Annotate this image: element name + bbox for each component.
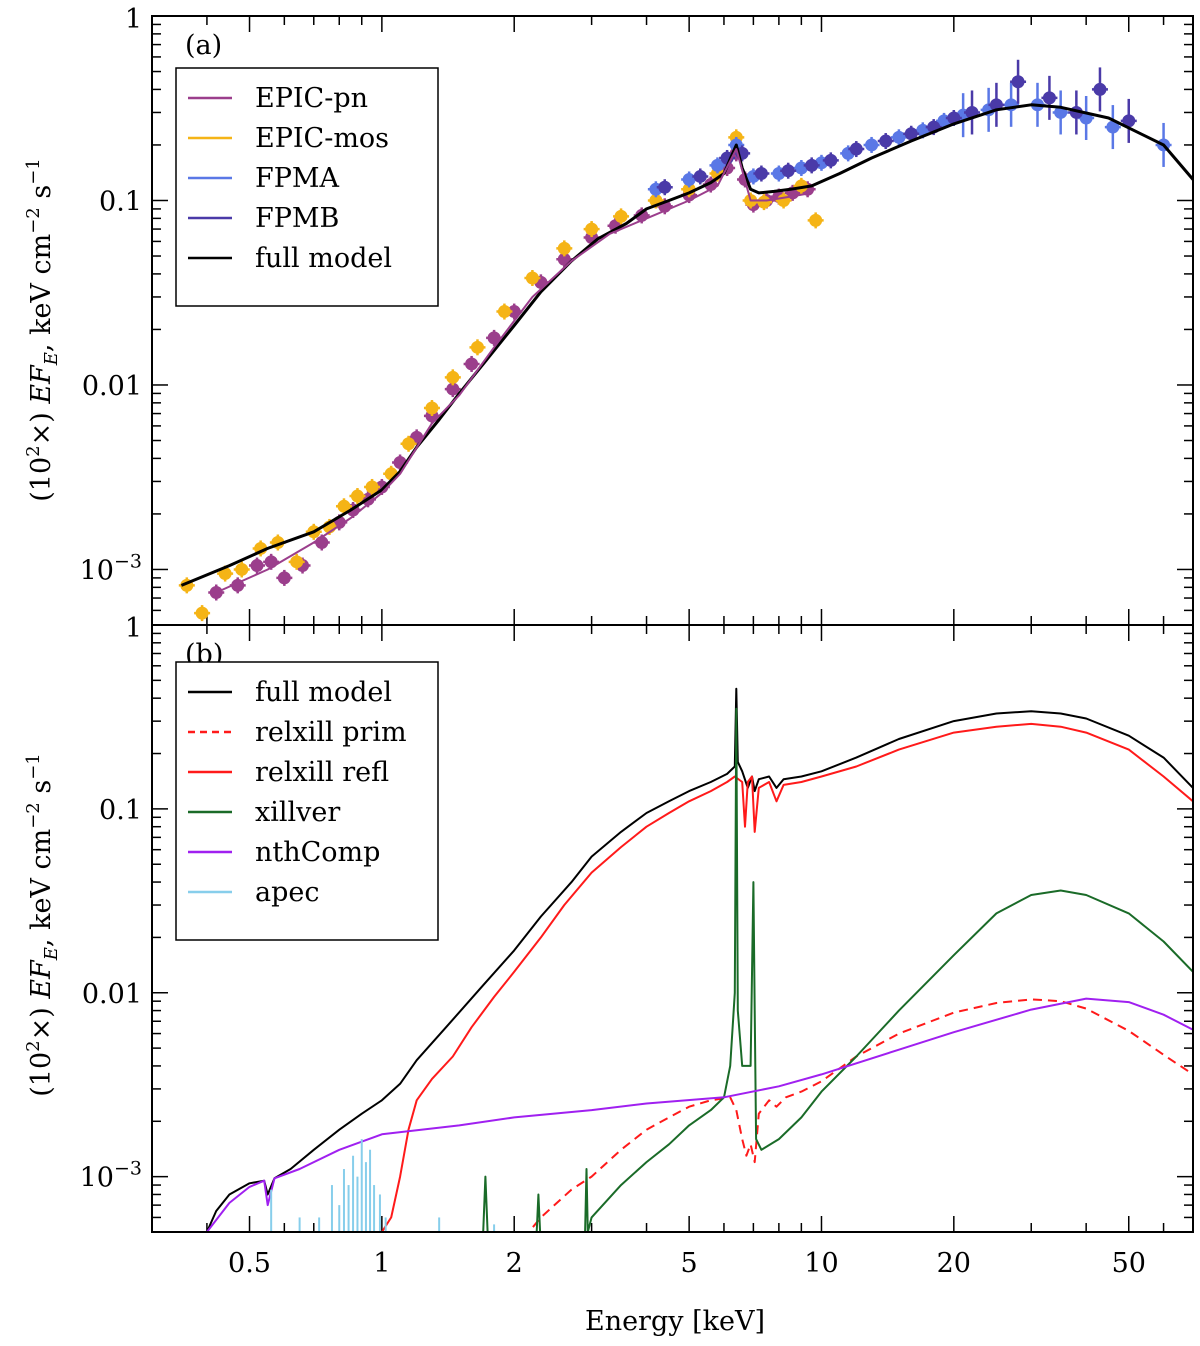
data-point: [892, 130, 906, 144]
x-axis-ticks: [151, 625, 1194, 1232]
data-point: [824, 153, 838, 167]
y-tick-label: 0.01: [82, 371, 142, 402]
data-point: [497, 305, 511, 319]
data-point: [470, 340, 484, 354]
data-point: [557, 252, 571, 266]
data-point: [1042, 91, 1056, 105]
data-point: [658, 180, 672, 194]
data-point: [805, 158, 819, 172]
x-tick-label: 5: [681, 1248, 698, 1279]
legend-label: relxill prim: [255, 717, 407, 748]
data-point: [781, 164, 795, 178]
x-tick-label: 10: [804, 1248, 838, 1279]
x-tick-label: 50: [1112, 1248, 1146, 1279]
data-point: [1106, 120, 1120, 134]
data-point: [507, 305, 521, 319]
legend-box: [175, 67, 439, 307]
data-point: [195, 606, 209, 620]
x-axis-ticks: [151, 16, 1194, 625]
legend-label: full model: [255, 677, 392, 708]
data-point: [1011, 75, 1025, 89]
plot-area: [178, 59, 1193, 622]
data-point: [614, 209, 628, 223]
data-point: [754, 167, 768, 181]
legend-box: [175, 661, 439, 941]
y-tick-label: 10−3: [80, 1158, 142, 1194]
y-tick-label: 1: [125, 4, 142, 35]
y-tick-label: 10−3: [80, 550, 142, 586]
legend-label: nthComp: [255, 837, 380, 868]
panel-b: 10−30.010.110.5 1 2 5 10 20 50(b)full modelrel…: [80, 613, 1194, 1279]
data-point: [1122, 114, 1136, 128]
data-point: [879, 134, 893, 148]
data-point: [465, 357, 479, 371]
data-point: [585, 222, 599, 236]
data-point: [337, 499, 351, 513]
y-axis-ticks: [152, 624, 1193, 1233]
y-tick-label: 1: [125, 613, 142, 644]
panel-a: 10−3 0.01 0.1 1 (a) EPIC-pn EPIC-mos FPMA FPMB fu…: [80, 4, 1194, 626]
plot-frame: [151, 624, 1194, 1233]
data-point: [365, 480, 379, 494]
x-tick-label: 2: [506, 1248, 523, 1279]
x-axis-title: Energy [keV]: [585, 1306, 765, 1337]
data-point: [250, 559, 264, 573]
legend-label: FPMB: [255, 203, 339, 234]
data-point: [525, 271, 539, 285]
x-tick-label: 0.5: [228, 1248, 271, 1279]
series-line: [381, 722, 1193, 1232]
series-line: [205, 687, 1193, 1232]
x-tick-label: 20: [937, 1248, 971, 1279]
data-point: [710, 158, 724, 172]
x-tick-label: 1: [373, 1248, 390, 1279]
data-point: [425, 401, 439, 415]
series-line: [527, 998, 1193, 1232]
data-point: [487, 331, 501, 345]
series-line: [215, 148, 812, 594]
data-point: [402, 437, 416, 451]
series-line: [482, 707, 1193, 1232]
svg-text:(102×) EFE, keV cm−2 s−1: (102×) EFE, keV cm−2 s−1: [23, 158, 62, 502]
svg-text:(102×) EFE, keV cm−2 s−1: (102×) EFE, keV cm−2 s−1: [23, 753, 62, 1097]
data-point: [849, 142, 863, 156]
data-point: [693, 169, 707, 183]
series-line: [180, 103, 1193, 587]
legend-label: EPIC-mos: [255, 123, 389, 154]
legend-label: xillver: [255, 797, 340, 828]
legend-label: FPMA: [255, 163, 340, 194]
data-point: [446, 382, 460, 396]
legend-label: relxill refl: [255, 757, 389, 788]
legend: full model relxill prim relxill refl xillve…: [175, 661, 439, 941]
data-point: [777, 193, 791, 207]
data-point: [865, 138, 879, 152]
y-axis-title-a: (102×) EFE, keV cm−2 s−1: [23, 158, 62, 502]
legend-label: full model: [255, 243, 392, 274]
data-point: [557, 241, 571, 255]
data-point: [757, 195, 771, 209]
data-point: [1093, 82, 1107, 96]
y-tick-label: 0.01: [82, 979, 142, 1010]
legend: EPIC-pn EPIC-mos FPMA FPMB full model: [175, 67, 439, 307]
data-point: [904, 127, 918, 141]
data-point: [809, 213, 823, 227]
data-point: [290, 555, 304, 569]
y-axis-title-b: (102×) EFE, keV cm−2 s−1: [23, 753, 62, 1097]
data-point: [350, 489, 364, 503]
legend-label: apec: [255, 877, 319, 908]
series-line: [206, 997, 1193, 1232]
data-point: [235, 562, 249, 576]
y-tick-label: 0.1: [99, 186, 142, 217]
data-point: [277, 571, 291, 585]
data-point: [682, 172, 696, 186]
y-tick-label: 0.1: [99, 795, 142, 826]
plot-area: [205, 687, 1193, 1232]
legend-label: EPIC-pn: [255, 83, 368, 114]
data-point: [446, 370, 460, 384]
panel-label: (a): [185, 30, 222, 61]
